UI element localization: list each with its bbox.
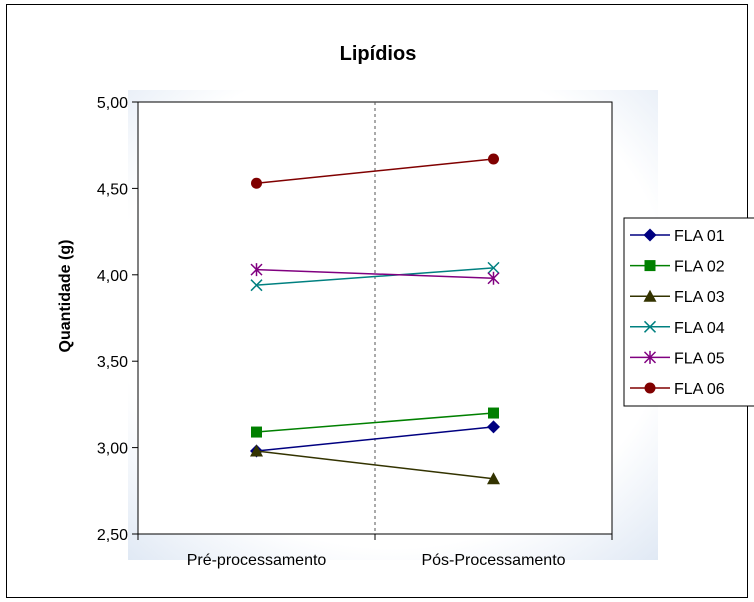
data-point — [250, 263, 263, 277]
data-point — [251, 426, 262, 438]
series-3 — [250, 444, 500, 485]
y-axis-title: Quantidade (g) — [57, 240, 74, 353]
series-line — [256, 426, 494, 452]
legend-item-4: FLA 04 — [630, 320, 725, 337]
x-tick-label: Pré-processamento — [187, 552, 327, 569]
series-line — [256, 267, 494, 286]
series-line — [256, 158, 494, 184]
data-point — [487, 261, 500, 274]
series-line — [256, 450, 494, 480]
legend-label: FLA 06 — [674, 381, 725, 398]
legend-label: FLA 04 — [674, 320, 725, 337]
data-point — [250, 444, 263, 457]
legend-item-5: FLA 05 — [630, 350, 725, 367]
legend: FLA 01 FLA 02 FLA 03 FLA 04 FLA 05 FLA 06 — [623, 217, 754, 407]
legend-marker — [643, 228, 657, 242]
data-point — [487, 271, 500, 285]
series-5 — [250, 263, 500, 285]
y-tick-label: 2,50 — [97, 527, 128, 544]
series-4 — [250, 261, 500, 292]
data-point — [250, 279, 263, 292]
y-tick-label: 5,00 — [97, 95, 128, 112]
data-point — [488, 407, 499, 419]
legend-item-6: FLA 06 — [630, 381, 725, 398]
y-tick-label: 4,50 — [97, 181, 128, 198]
legend-label: FLA 02 — [674, 259, 725, 276]
data-point — [487, 472, 500, 485]
y-tick-label: 3,50 — [97, 354, 128, 371]
series-2 — [251, 407, 499, 438]
series-layer — [250, 153, 500, 485]
legend-label: FLA 05 — [674, 350, 725, 367]
legend-marker — [643, 320, 657, 333]
series-line — [256, 268, 494, 280]
legend-label: FLA 03 — [674, 289, 725, 306]
data-point — [251, 177, 262, 189]
legend-marker — [644, 382, 656, 394]
series-6 — [251, 153, 499, 189]
legend-label: FLA 01 — [674, 228, 725, 245]
legend-item-1: FLA 01 — [630, 228, 725, 245]
series-line — [256, 412, 494, 433]
axes: 2,50 3,00 3,50 4,00 4,50 5,00 Pré-processament… — [97, 95, 613, 569]
legend-box — [623, 217, 754, 407]
data-point — [488, 153, 499, 165]
legend-item-2: FLA 02 — [630, 259, 725, 276]
data-point — [487, 420, 500, 434]
legend-marker — [644, 260, 656, 272]
legend-marker — [643, 289, 657, 302]
x-tick-label: Pós-Processamento — [421, 552, 565, 569]
y-tick-label: 4,00 — [97, 268, 128, 285]
chart-title: Lipídios — [340, 43, 417, 65]
legend-item-3: FLA 03 — [630, 289, 725, 306]
legend-marker — [643, 350, 657, 364]
y-tick-label: 3,00 — [97, 441, 128, 458]
